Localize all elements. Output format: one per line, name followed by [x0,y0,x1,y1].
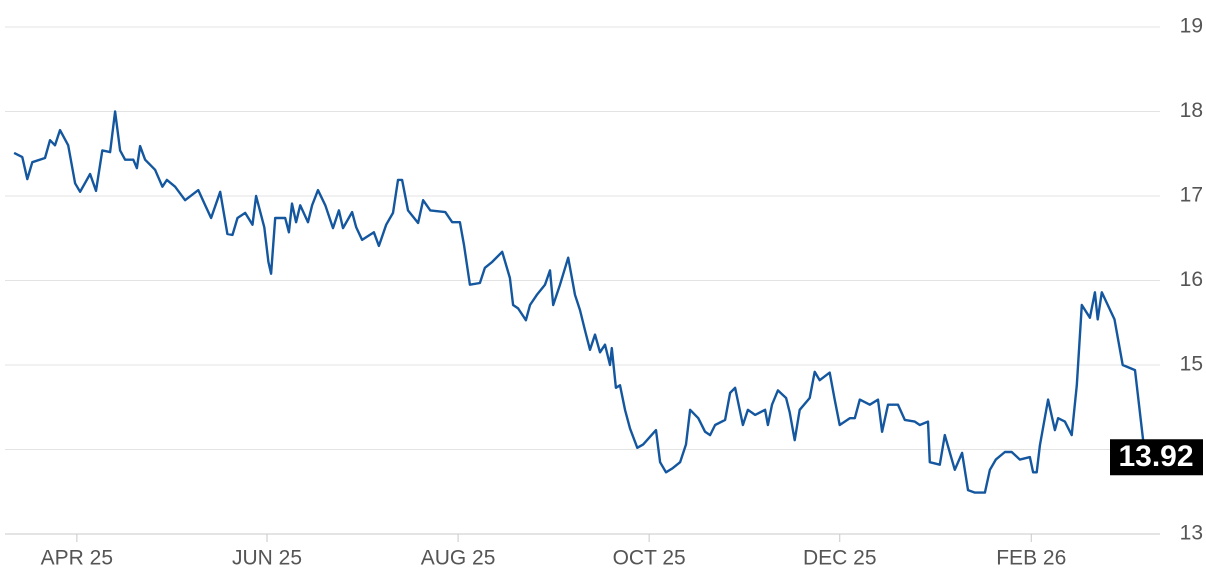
x-tick-label: FEB 26 [996,547,1066,570]
y-tick-label: 19 [1180,15,1203,38]
y-tick-label: 16 [1180,268,1203,291]
y-tick-label: 13 [1180,522,1203,545]
y-tick-label: 15 [1180,353,1203,376]
x-tick-label: OCT 25 [613,547,686,570]
x-tick-label: APR 25 [41,547,113,570]
last-value-label: 13.92 [1118,440,1193,473]
x-tick-label: DEC 25 [803,547,877,570]
x-tick-label: JUN 25 [232,547,302,570]
last-value-box [1110,439,1203,476]
y-tick-label: 17 [1180,184,1203,207]
x-tick-label: AUG 25 [421,547,496,570]
y-tick-label: 18 [1180,99,1203,122]
price-line [13,110,1147,494]
